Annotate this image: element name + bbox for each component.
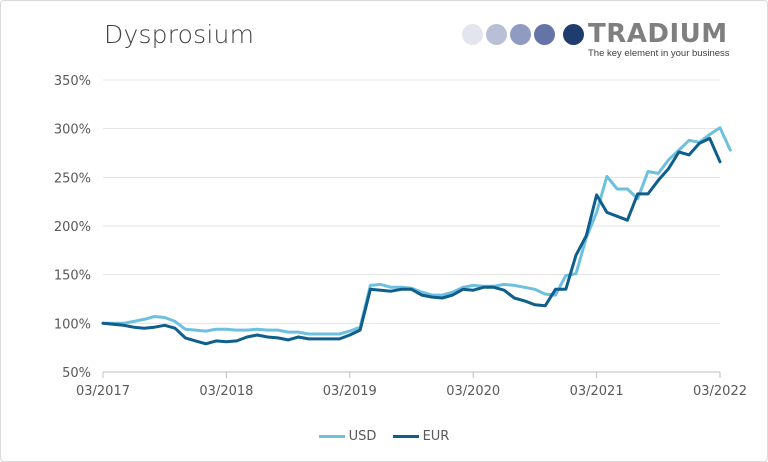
logo-brand: TRADIUM xyxy=(588,19,728,49)
logo-dot xyxy=(510,24,531,45)
legend-swatch-eur xyxy=(392,435,419,438)
series-line-eur xyxy=(101,136,722,346)
legend: USD EUR xyxy=(0,429,768,444)
y-tick-label: 350% xyxy=(54,74,91,89)
y-axis: 50% 100% 150% 200% 250% 300% 350% xyxy=(54,74,91,381)
x-tick-label: 03/2019 xyxy=(323,384,377,399)
tradium-logo: TRADIUM The key element in your business xyxy=(462,18,732,64)
y-tick-label: 300% xyxy=(54,123,91,138)
x-tick-label: 03/2018 xyxy=(199,384,253,399)
y-tick-label: 50% xyxy=(62,366,91,381)
x-tick-label: 03/2017 xyxy=(76,384,130,399)
series-line-usd xyxy=(101,126,732,336)
x-tick-label: 03/2021 xyxy=(570,384,624,399)
logo-dot xyxy=(462,24,483,45)
legend-item-usd: USD xyxy=(318,429,377,444)
logo-tagline: The key element in your business xyxy=(588,48,730,59)
logo-dot xyxy=(563,24,584,45)
logo-dot xyxy=(534,24,555,45)
gridlines xyxy=(103,79,720,373)
x-tick-label: 03/2020 xyxy=(446,384,500,399)
y-tick-label: 250% xyxy=(54,171,91,186)
y-tick-label: 100% xyxy=(54,317,91,332)
legend-swatch-usd xyxy=(318,435,345,438)
legend-label-usd: USD xyxy=(348,429,377,444)
series-lines xyxy=(101,126,732,346)
logo-dot xyxy=(486,24,507,45)
y-tick-label: 150% xyxy=(54,269,91,284)
chart-title: Dysprosium xyxy=(104,20,255,49)
legend-label-eur: EUR xyxy=(422,429,450,444)
x-axis: 03/2017 03/2018 03/2019 03/2020 03/2021 03/20… xyxy=(76,372,747,399)
y-tick-label: 200% xyxy=(54,220,91,235)
legend-item-eur: EUR xyxy=(392,429,450,444)
x-tick-label: 03/2022 xyxy=(693,384,747,399)
